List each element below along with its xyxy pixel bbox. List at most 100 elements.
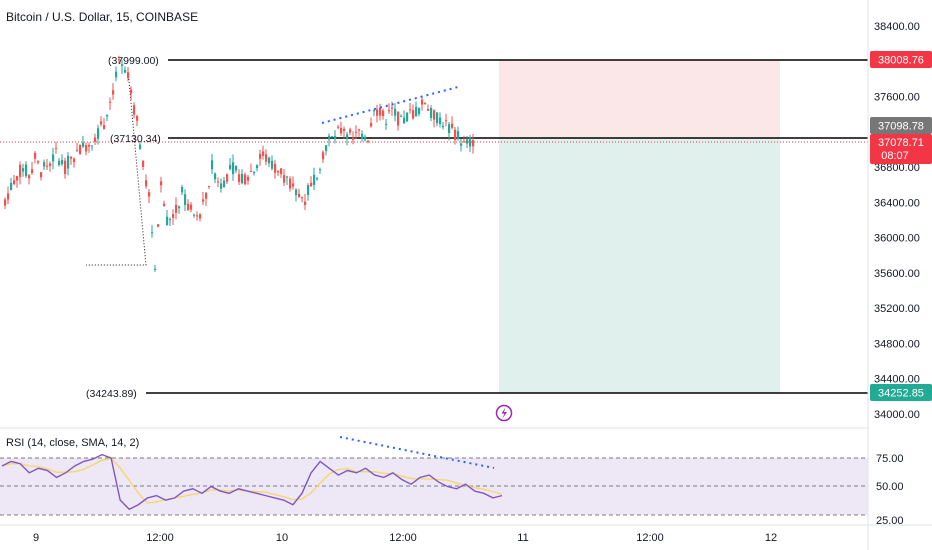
- candle-body: [79, 144, 82, 155]
- candle-body: [10, 182, 13, 190]
- candle-body: [391, 107, 394, 109]
- candle-body: [274, 163, 277, 173]
- candlestick-series[interactable]: [4, 55, 475, 272]
- candle-body: [172, 214, 175, 218]
- trendline-rsi-divergence[interactable]: [339, 436, 495, 469]
- candle-body: [73, 158, 76, 163]
- candle-body: [424, 103, 427, 105]
- candle-body: [193, 214, 196, 216]
- candle-body: [409, 109, 412, 111]
- candle-body: [397, 111, 400, 126]
- rsi-tick-label: 75.00: [876, 453, 904, 465]
- candle-body: [229, 164, 232, 170]
- price-label-stop[interactable]: 38008.76: [870, 51, 932, 68]
- candle-body: [268, 157, 271, 164]
- candle-body: [124, 69, 127, 73]
- candle-body: [142, 160, 145, 167]
- candle-body: [394, 108, 397, 116]
- candle-body: [454, 129, 457, 140]
- candle-body: [427, 109, 430, 111]
- candle-body: [439, 117, 442, 125]
- candle-body: [187, 203, 190, 210]
- candle-body: [367, 140, 370, 142]
- candle-body: [82, 142, 85, 147]
- candle-body: [343, 128, 346, 131]
- candle-body: [265, 154, 268, 162]
- candle-body: [400, 116, 403, 118]
- price-tick-label: 34400.00: [874, 374, 920, 386]
- rsi-line[interactable]: [1, 453, 503, 511]
- candle-body: [31, 169, 34, 174]
- candle-body: [145, 180, 148, 187]
- lightning-icon[interactable]: [495, 404, 513, 422]
- candle-body: [358, 129, 361, 131]
- candle-body: [199, 214, 202, 219]
- candle-body: [322, 152, 325, 160]
- drop-dotted-outline: [86, 69, 147, 266]
- candle-body: [364, 136, 367, 140]
- candle-body: [259, 153, 262, 159]
- candle-body: [385, 123, 388, 125]
- candle-body: [196, 215, 199, 217]
- candle-body: [334, 136, 337, 139]
- candle-body: [241, 173, 244, 184]
- candle-body: [238, 174, 241, 183]
- level-label-mid: (37130.34): [110, 133, 161, 145]
- candle-body: [202, 199, 205, 202]
- rsi-axis[interactable]: 75.00 50.00 25.00: [876, 453, 904, 527]
- candle-body: [463, 141, 466, 143]
- price-tick-label: 35200.00: [874, 303, 920, 315]
- price-tick-label: 35600.00: [874, 268, 920, 280]
- candle-body: [52, 154, 55, 162]
- candle-body: [412, 110, 415, 119]
- candle-body: [226, 174, 229, 182]
- price-label-entry[interactable]: 37098.78: [870, 117, 932, 134]
- stop-loss-zone[interactable]: [499, 60, 780, 138]
- candle-body: [457, 131, 460, 139]
- candle-body: [301, 197, 304, 199]
- price-axis[interactable]: 38400.0038000.0037600.0036800.0036400.00…: [874, 21, 920, 421]
- candle-body: [451, 123, 454, 128]
- candle-body: [283, 175, 286, 183]
- candle-body: [151, 232, 154, 234]
- candle-body: [418, 108, 421, 114]
- candle-body: [271, 160, 274, 169]
- candle-body: [292, 183, 295, 187]
- take-profit-zone[interactable]: [499, 138, 780, 393]
- time-tick-label: 11: [517, 532, 528, 544]
- candle-body: [43, 162, 46, 167]
- candle-body: [46, 165, 49, 167]
- symbol-title[interactable]: Bitcoin / U.S. Dollar, 15, COINBASE: [6, 10, 198, 24]
- candle-body: [445, 120, 448, 122]
- time-tick-label: 12: [765, 532, 777, 544]
- candle-body: [430, 107, 433, 119]
- candle-body: [253, 172, 256, 174]
- candle-body: [97, 128, 100, 139]
- candle-body: [88, 144, 91, 147]
- rsi-title[interactable]: RSI (14, close, SMA, 14, 2): [6, 437, 139, 449]
- candle-body: [13, 180, 16, 185]
- price-label-last[interactable]: 37078.71 08:07: [870, 134, 932, 164]
- candle-body: [154, 268, 157, 270]
- candle-body: [178, 206, 181, 209]
- price-tick-label: 36000.00: [874, 233, 920, 245]
- candle-body: [205, 192, 208, 199]
- candle-body: [244, 174, 247, 185]
- candle-body: [184, 194, 187, 205]
- time-axis[interactable]: 9 12:00 10 12:00 11 12:00 12: [33, 532, 777, 544]
- candle-body: [346, 134, 349, 139]
- candle-body: [355, 131, 358, 133]
- candle-body: [28, 175, 31, 179]
- candle-body: [469, 137, 472, 147]
- candle-body: [19, 164, 22, 177]
- candle-body: [70, 157, 73, 159]
- candle-body: [61, 160, 64, 165]
- candle-body: [262, 151, 265, 156]
- candle-body: [37, 161, 40, 163]
- candle-body: [109, 101, 112, 103]
- candle-body: [49, 163, 52, 167]
- price-label-target[interactable]: 34252.85: [870, 384, 932, 401]
- candle-body: [76, 149, 79, 151]
